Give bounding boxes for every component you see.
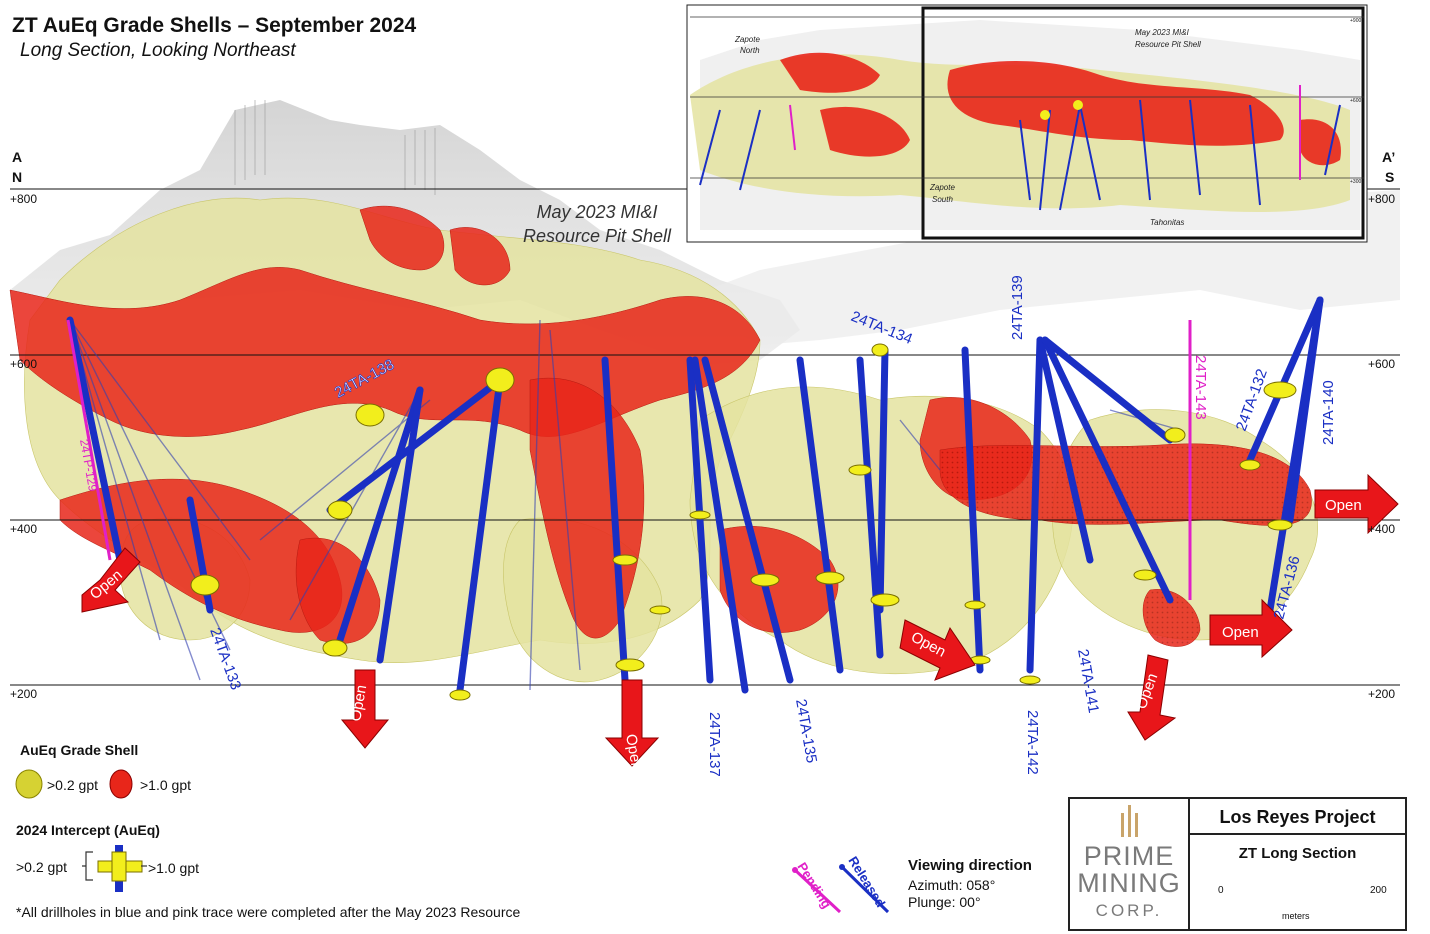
legend-symbols [15,769,147,892]
elev-left-400: +400 [10,522,37,536]
open-label: Open [1325,497,1362,514]
intercept-markers [190,343,1297,701]
elev-right-800: +800 [1368,192,1395,206]
elev-right-200: +200 [1368,687,1395,701]
svg-text:+300: +300 [1350,179,1361,185]
hole-label-24TA-143: 24TA-143 [1192,355,1209,420]
svg-text:May 2023 MI&I: May 2023 MI&I [536,202,657,222]
section-start-letter: A [12,149,22,165]
logo-mining: MINING [1077,868,1181,898]
pending-label: Pending [794,860,834,911]
elev-right-400: +400 [1368,522,1395,536]
elev-left-800: +800 [10,192,37,206]
logo-prime: PRIME [1083,841,1175,871]
figure-subtitle: Long Section, Looking Northeast [20,40,296,61]
open-arrow [604,679,660,767]
open-arrow [1127,654,1177,741]
svg-text:Tahonitas: Tahonitas [1150,218,1184,227]
svg-text:South: South [932,195,953,204]
open-label: Open [622,733,645,772]
azimuth-text: Azimuth: 058° [908,877,996,893]
plunge-text: Plunge: 00° [908,894,981,910]
viewing-direction-title: Viewing direction [908,857,1032,874]
figure-title: ZT AuEq Grade Shells – September 2024 [12,14,417,37]
open-label: Open [1222,624,1259,641]
open-label: Open [347,684,370,723]
svg-text:+900: +900 [1350,18,1361,24]
svg-text:May 2023 MI&I: May 2023 MI&I [1135,28,1190,37]
company-logo: PRIME MINING CORP. [1070,799,1190,929]
hole-label-24TA-133: 24TA-133 [206,626,244,693]
released-label: Released [845,854,888,910]
title-block: PRIME MINING CORP. Los Reyes Project ZT … [1068,797,1407,931]
open-arrow [340,669,390,749]
scale-max: 200 [1370,885,1387,896]
svg-text:Zapote: Zapote [734,35,760,44]
low-grade-swatch [15,769,43,799]
open-arrows [81,473,1399,767]
high-grade-swatch [109,769,133,799]
project-name: Los Reyes Project [1190,799,1405,835]
scale-min: 0 [1218,885,1224,896]
pending-drillholes [66,319,1192,600]
hole-label-24TA-140: 24TA-140 [1320,380,1337,445]
footnote: *All drillholes in blue and pink trace w… [16,904,521,920]
intercept-legend-title: 2024 Intercept (AuEq) [16,822,160,838]
section-start-dir: N [12,169,22,185]
low-grade-label: >0.2 gpt [47,777,98,793]
inset-map: Zapote North May 2023 MI&I Resource Pit … [686,4,1368,243]
hole-label-24TA-141: 24TA-141 [1074,648,1102,715]
open-arrow [1314,473,1399,535]
section-ends: A N A’ S [12,149,1395,185]
open-arrow [81,547,141,613]
section-name: ZT Long Section [1238,845,1357,862]
svg-text:Resource Pit Shell: Resource Pit Shell [1135,40,1201,49]
section-end-dir: S [1385,169,1394,185]
logo-corp: CORP. [1095,901,1163,920]
elev-left-200: +200 [10,687,37,701]
elev-left-600: +600 [10,357,37,371]
pit-shell-label: May 2023 MI&I Resource Pit Shell [523,202,672,246]
high-grade-label: >1.0 gpt [140,777,191,793]
intercept-low-label: >0.2 gpt [16,859,67,875]
elevation-labels: +800 +600 +400 +200 +800 +600 +400 +200 [10,192,1395,701]
hole-label-24TA-139: 24TA-139 [1009,275,1026,340]
open-arrow [1209,598,1293,659]
status-legend: Pending Released [792,854,890,914]
svg-text:Zapote: Zapote [929,183,955,192]
bracket-icon [82,851,93,881]
hole-label-24TA-135: 24TA-135 [792,698,820,765]
intercept-high-label: >1.0 gpt [148,860,199,876]
logo-mark-icon [1121,805,1138,837]
svg-text:+600: +600 [1350,98,1361,104]
elev-right-600: +600 [1368,357,1395,371]
svg-text:Resource Pit Shell: Resource Pit Shell [523,226,672,246]
historic-holes [69,319,1181,691]
hole-label-24TA-142: 24TA-142 [1024,710,1041,775]
released-drillholes [66,296,1324,694]
scale-unit: meters [1282,911,1310,921]
open-arrow [899,619,976,681]
section-end-letter: A’ [1382,149,1395,165]
hole-label-24TA-137: 24TA-137 [706,712,723,777]
svg-text:North: North [740,46,760,55]
intercept-high-swatch [111,851,127,882]
grade-shell-legend-title: AuEq Grade Shell [20,742,139,758]
